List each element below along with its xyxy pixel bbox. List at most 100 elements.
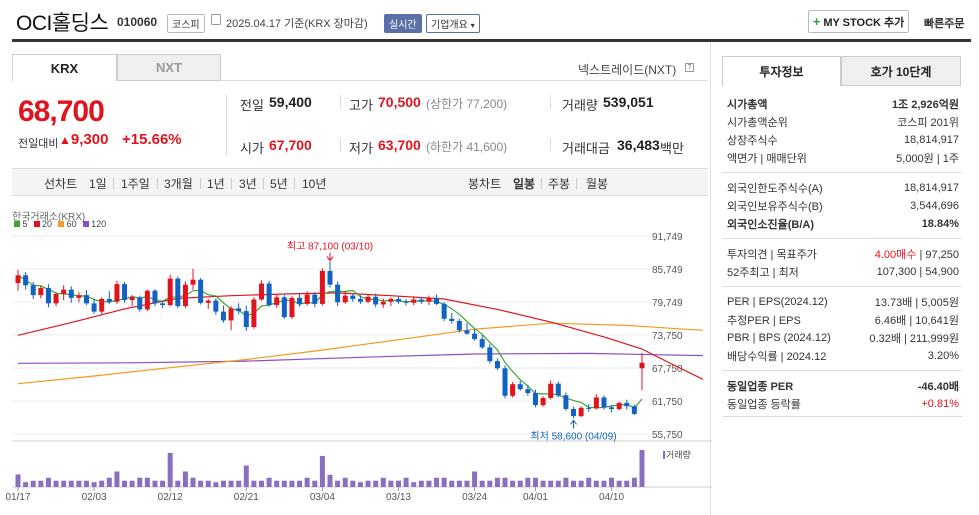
candle-body: [571, 408, 577, 417]
volume-bar: [586, 477, 592, 487]
candle-body: [160, 303, 166, 306]
up-triangle-icon: ▲: [59, 133, 71, 147]
invest-row-value: 0.32배 | 211,999원: [869, 332, 959, 345]
volume-bar: [91, 482, 97, 487]
candle-body: [479, 339, 485, 348]
volume-bar: [205, 480, 211, 487]
volume-bar: [487, 480, 493, 487]
candle-body: [137, 297, 143, 310]
price-chart[interactable]: 91,749 85,749 79,749 73,750 67,750 61,750 55,7…: [0, 0, 712, 515]
candle-body: [91, 303, 97, 312]
volume-bar: [259, 480, 265, 487]
period-1d[interactable]: 1일: [89, 177, 107, 191]
change-percent: +15.66%: [122, 131, 182, 148]
high-value: 70,500: [378, 94, 421, 110]
tab-invest-info[interactable]: 투자정보: [722, 56, 841, 86]
period-1y[interactable]: 1년: [207, 177, 225, 191]
nextrade-link[interactable]: 넥스트레이드(NXT): [578, 63, 677, 77]
volume-bar: [624, 480, 630, 487]
y-tick-label: 79,749: [652, 298, 683, 309]
legend-ma60: 60: [58, 219, 77, 229]
period-3y[interactable]: 3년: [239, 177, 257, 191]
period-3m[interactable]: 3개월: [164, 177, 193, 191]
overview-label: 기업개요: [431, 20, 468, 31]
realtime-tag[interactable]: 실시간: [384, 14, 422, 33]
amount-unit: 백만: [660, 141, 684, 156]
invest-row-label: 외국인한도주식수(A): [727, 182, 823, 195]
volume-legend-swatch: [663, 451, 665, 459]
invest-row-value: 13.73배 | 5,005원: [874, 296, 959, 309]
low-annotation: 최저 58,600 (04/09): [530, 430, 616, 442]
candle-body: [631, 406, 637, 414]
invest-row: 추정PER | EPS 6.46배 | 10,641원: [727, 312, 959, 327]
volume-bar: [631, 477, 637, 487]
invest-divider: [722, 370, 962, 371]
volume-value: 539,051: [603, 94, 654, 110]
invest-row-value: +0.81%: [921, 397, 959, 410]
volume-bar: [479, 480, 485, 487]
candle-body: [472, 333, 478, 340]
volume-bar: [472, 471, 478, 487]
invest-row-value: 5,000원 | 1주: [896, 152, 959, 165]
volume-bar: [365, 480, 371, 487]
volume-bar: [380, 477, 386, 487]
legend-ma120: 120: [82, 219, 106, 229]
invest-divider: [722, 286, 962, 287]
help-icon[interactable]: ?: [685, 63, 694, 72]
x-tick-label: 03/04: [310, 492, 335, 503]
change-value: 9,300: [70, 131, 109, 148]
candle-body: [76, 295, 82, 298]
candle-body: [464, 330, 470, 334]
period-5y[interactable]: 5년: [270, 177, 288, 191]
quick-order-link[interactable]: 빠른주문: [924, 18, 965, 30]
period-1w[interactable]: 1주일: [121, 177, 150, 191]
change-label: 전일대비: [18, 138, 59, 150]
invest-row-label: 동일업종 PER: [727, 380, 794, 393]
lower-limit: (하한가 41,600): [426, 140, 508, 154]
volume-bar: [327, 474, 333, 487]
candle-body: [38, 287, 44, 296]
y-tick-label: 85,749: [652, 265, 683, 276]
volume-bar: [517, 480, 523, 487]
candle-body: [525, 389, 531, 394]
calendar-icon: [211, 14, 221, 25]
amount-value: 36,483: [617, 137, 660, 153]
volume-bar: [373, 480, 379, 487]
add-mystock-button[interactable]: + MY STOCK 추가: [808, 10, 909, 33]
candle-body: [388, 298, 394, 302]
amount-label: 거래대금: [562, 141, 610, 156]
tab-gap: [722, 86, 841, 87]
tab-krx[interactable]: KRX: [12, 54, 117, 81]
volume-bar: [388, 480, 394, 487]
volume-bar: [395, 480, 401, 487]
invest-row-label: PBR | BPS (2024.12): [727, 331, 831, 344]
chart-source: 한국거래소(KRX): [12, 212, 86, 223]
period-10y[interactable]: 10년: [302, 177, 327, 191]
candle-body: [61, 289, 67, 295]
candle-daily[interactable]: 일봉: [513, 177, 536, 191]
company-overview-button[interactable]: 기업개요 ▾: [426, 14, 480, 33]
tab-hoga[interactable]: 호가 10단계: [841, 56, 961, 86]
invest-row-value: 코스피 201위: [897, 116, 959, 129]
volume-bar: [342, 477, 348, 487]
y-tick-label: 67,750: [652, 364, 683, 375]
col-divider: [340, 138, 341, 152]
volume-bar: [335, 480, 341, 487]
panel-divider: [710, 42, 711, 515]
candle-body: [487, 347, 493, 362]
volume-bar: [220, 480, 226, 487]
candle-weekly[interactable]: 주봉: [548, 177, 571, 191]
candle-body: [578, 407, 584, 417]
low-arrow-head: [570, 419, 577, 425]
volume-bar: [198, 480, 204, 487]
candle-body: [281, 297, 287, 318]
open-label: 시가: [240, 141, 264, 156]
volume-bar: [418, 480, 424, 487]
volume-bar: [312, 480, 318, 487]
volume-bar: [403, 477, 409, 487]
candle-monthly[interactable]: 월봉: [586, 177, 609, 191]
prev-close-label: 전일: [240, 98, 264, 113]
candle-body: [411, 299, 417, 303]
invest-row-value: 18.84%: [921, 217, 959, 230]
tab-nxt[interactable]: NXT: [117, 54, 221, 81]
